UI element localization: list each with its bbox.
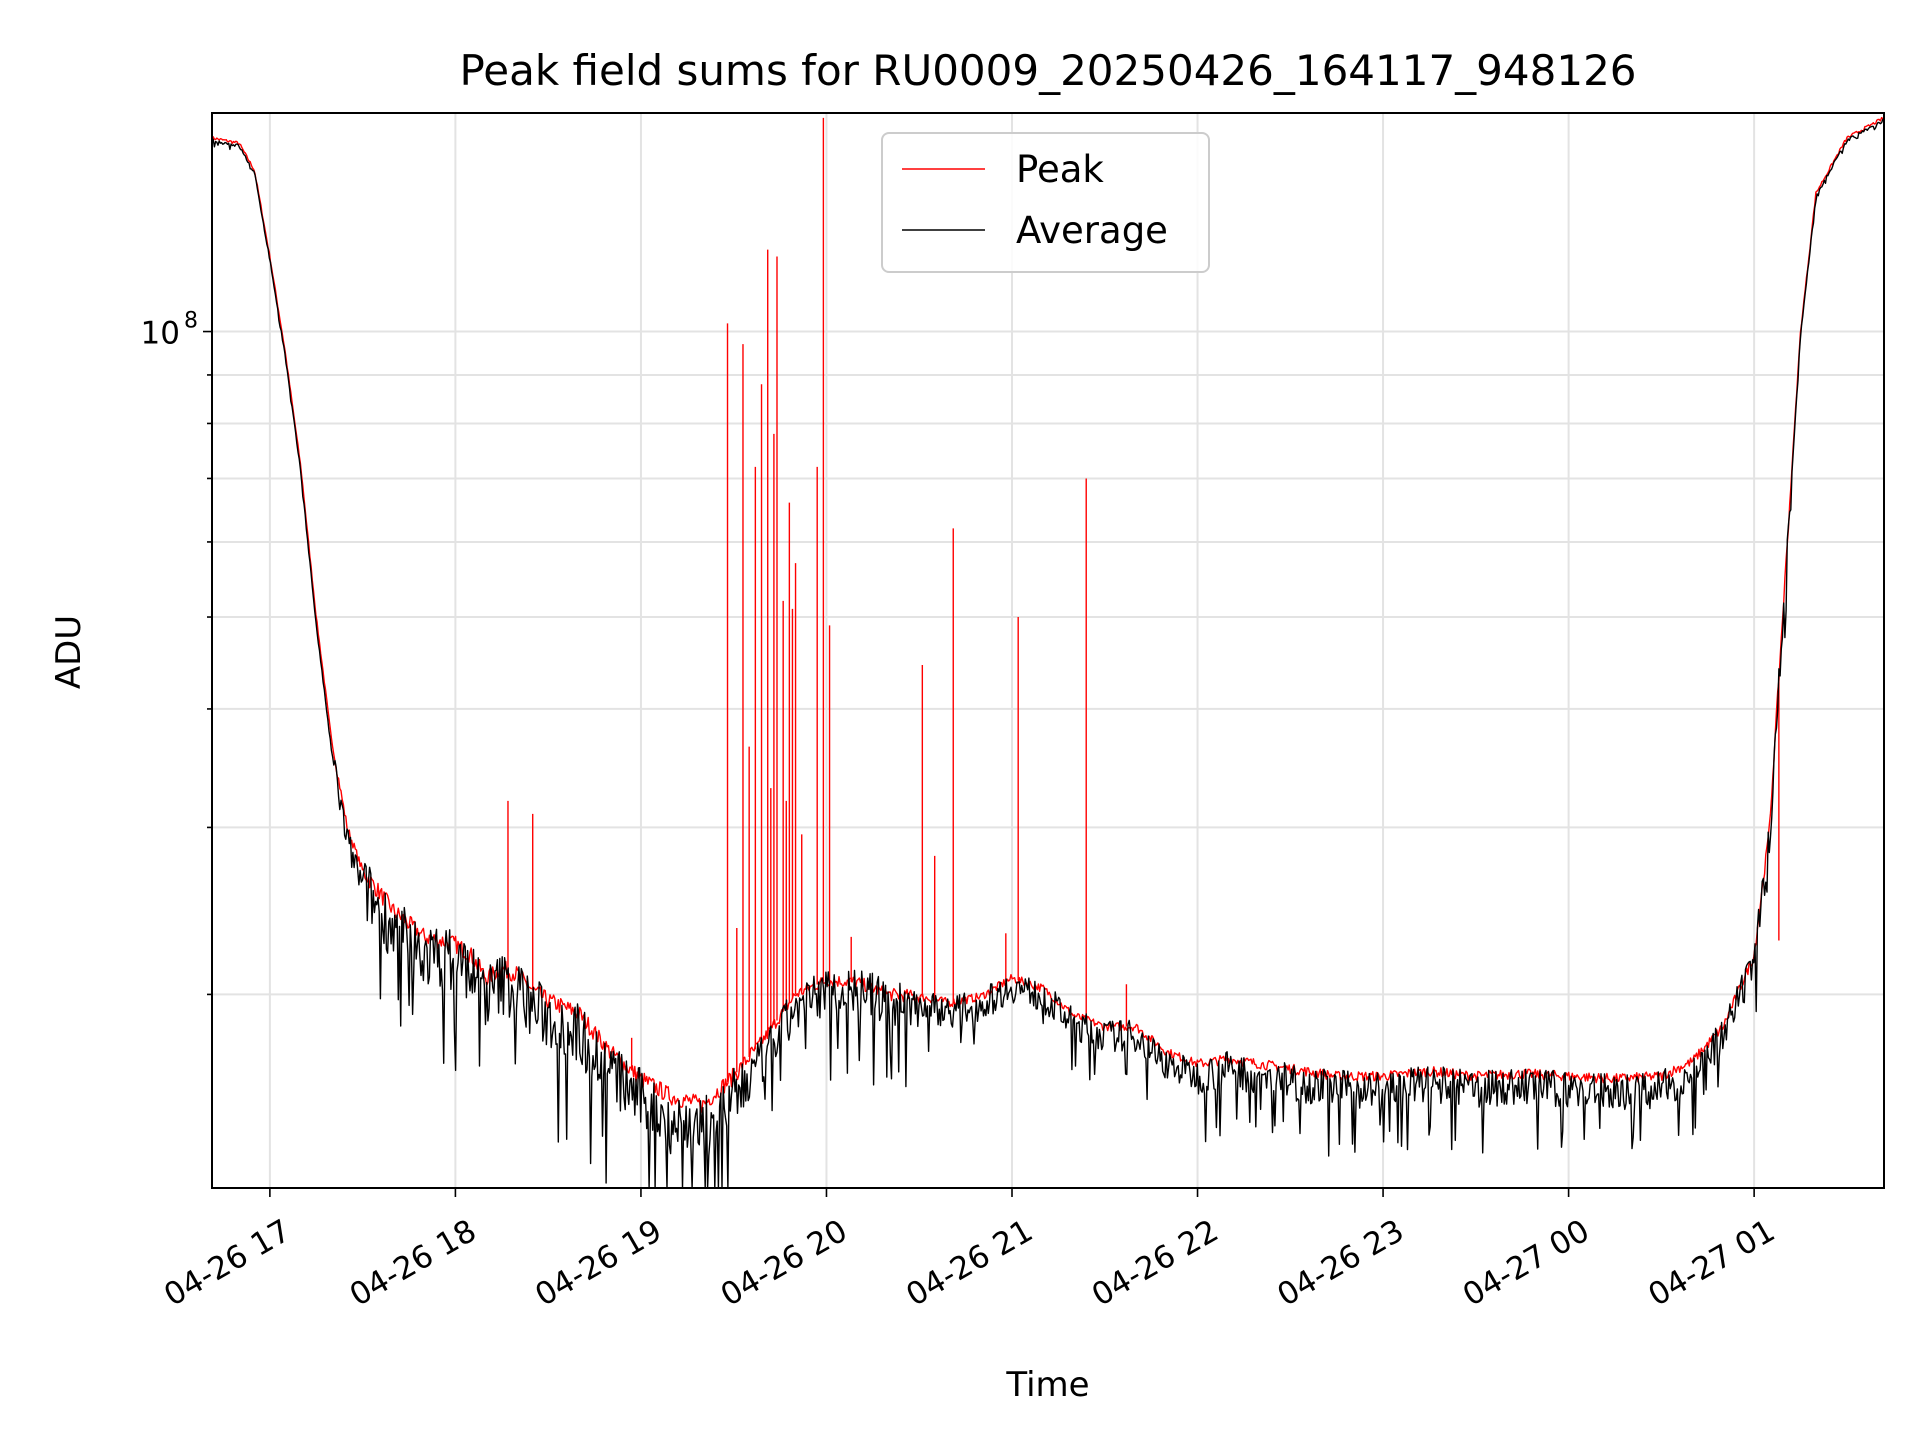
- y-axis: 10 8: [141, 309, 212, 996]
- plot-frame: [211, 112, 1885, 1189]
- chart-title: Peak field sums for RU0009_20250426_1641…: [459, 46, 1636, 95]
- y-tick-label: 10: [141, 316, 180, 352]
- legend-average-label: Average: [1016, 209, 1168, 252]
- x-axis-label: Time: [1005, 1365, 1089, 1405]
- legend-box: [881, 132, 1210, 273]
- series-average-line: [211, 118, 1885, 1189]
- y-axis-label: ADU: [49, 615, 89, 689]
- legend: Peak Average: [881, 132, 1210, 273]
- y-tick-label-base: 10: [141, 316, 180, 352]
- grid: [212, 113, 1884, 1188]
- series-layer: [211, 116, 1885, 1189]
- y-tick-label-exponent: 8: [184, 309, 198, 334]
- legend-peak-label: Peak: [1016, 148, 1104, 191]
